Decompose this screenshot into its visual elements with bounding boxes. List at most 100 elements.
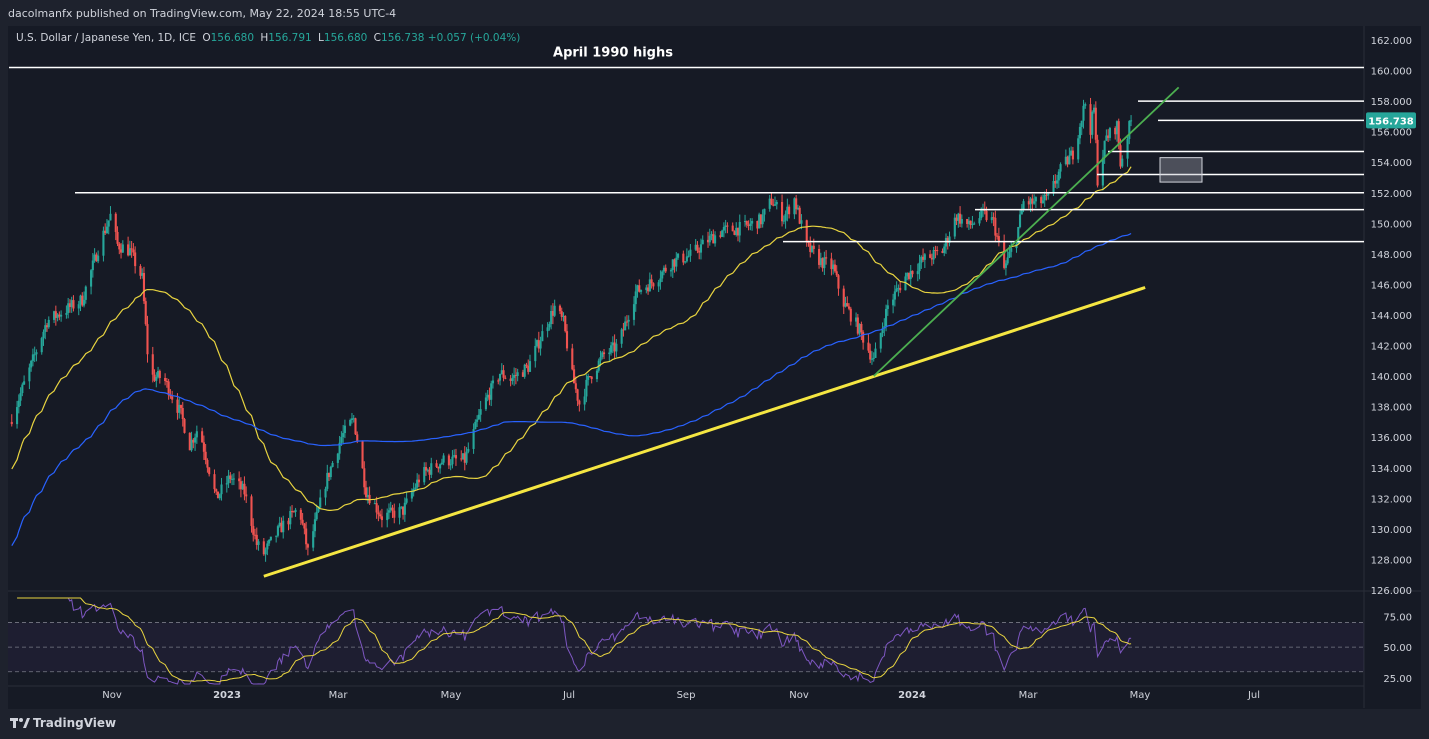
candle-body: [67, 303, 70, 314]
candle-body: [95, 254, 98, 262]
candle-body: [775, 201, 778, 205]
candle-body: [897, 287, 900, 289]
tradingview-logo[interactable]: TradingView: [10, 716, 116, 730]
candle-body: [301, 519, 304, 524]
candle-body: [955, 217, 958, 221]
candle-body: [229, 475, 232, 480]
candle-body: [585, 379, 588, 397]
candle-body: [188, 432, 191, 451]
candle-body: [280, 522, 283, 533]
candle-body: [306, 544, 309, 548]
candle-body: [202, 442, 205, 452]
candle-body: [701, 239, 704, 245]
candle-body: [745, 221, 748, 225]
candle-body: [119, 249, 123, 253]
candle-body: [537, 340, 540, 349]
candle-body: [1006, 257, 1009, 264]
candle-body: [599, 357, 602, 361]
time-tick-label: May: [1130, 690, 1151, 701]
last-price-tag: [1366, 112, 1416, 129]
candle-body: [289, 510, 292, 525]
chart-panel[interactable]: [8, 26, 1421, 709]
candle-body: [578, 400, 581, 405]
candle-body: [17, 400, 20, 408]
candle-body: [47, 319, 50, 328]
candle-body: [171, 396, 174, 400]
candle-body: [454, 455, 458, 459]
candle-body: [54, 311, 57, 318]
candle-body: [342, 433, 345, 438]
candle-body: [21, 384, 24, 394]
candle-body: [957, 213, 960, 221]
change-value: +0.057: [427, 32, 467, 44]
candle-body: [837, 275, 840, 289]
candle-body: [541, 331, 544, 342]
time-tick-label: Jul: [1247, 690, 1260, 701]
candle-body: [252, 525, 255, 535]
candle-body: [833, 264, 836, 272]
candle-body: [1094, 107, 1097, 140]
candle-body: [860, 324, 863, 333]
candle-body: [266, 543, 269, 550]
candle-body: [70, 300, 73, 307]
candle-body: [699, 244, 703, 253]
candle-body: [375, 503, 378, 513]
time-tick-label: 2024: [898, 690, 926, 701]
candle-body: [77, 304, 80, 309]
candle-body: [153, 374, 156, 381]
candle-body: [352, 418, 355, 420]
candle-body: [639, 290, 643, 292]
candle-body: [1082, 105, 1085, 121]
price-tick-label: 154.000: [1371, 158, 1412, 169]
candle-body: [800, 220, 803, 224]
candle-body: [602, 352, 606, 355]
candle-body: [1103, 140, 1106, 158]
candle-body: [772, 204, 775, 206]
candle-body: [282, 520, 285, 533]
candle-body: [650, 279, 653, 284]
candle-body: [620, 329, 623, 344]
candle-body: [588, 376, 591, 378]
candle-body: [465, 451, 468, 463]
candle-body: [810, 245, 814, 252]
candle-body: [151, 354, 154, 375]
candle-body: [428, 469, 431, 475]
candle-body: [410, 492, 413, 499]
candle-body: [736, 227, 740, 236]
candle-body: [751, 220, 754, 224]
candle-body: [525, 364, 528, 366]
candle-body: [1121, 158, 1124, 167]
candle-body: [132, 249, 135, 253]
candle-body: [56, 314, 59, 318]
candle-body: [610, 345, 613, 353]
candle-body: [227, 475, 230, 484]
candle-body: [546, 327, 549, 332]
candle-body: [689, 249, 692, 256]
candle-body: [990, 217, 993, 221]
candle-body: [1045, 194, 1048, 196]
candle-body: [30, 360, 33, 368]
candle-body: [918, 262, 921, 272]
candle-body: [377, 512, 380, 515]
candle-body: [426, 469, 429, 471]
candle-body: [694, 244, 697, 250]
candle-body: [84, 286, 87, 300]
candle-body: [424, 467, 428, 471]
candle-body: [220, 484, 223, 495]
candle-body: [835, 271, 838, 276]
candle-body: [354, 418, 357, 435]
price-tick-label: 140.000: [1371, 372, 1412, 383]
candle-body: [484, 397, 487, 410]
candle-body: [948, 236, 951, 243]
candle-body: [761, 214, 764, 225]
candle-body: [881, 328, 884, 334]
candle-body: [899, 287, 902, 291]
candle-body: [969, 220, 972, 225]
time-tick-label: Mar: [1019, 690, 1039, 701]
candle-body: [373, 503, 376, 505]
candle-body: [758, 214, 761, 229]
price-tick-label: 134.000: [1371, 464, 1412, 475]
candle-body: [661, 271, 664, 279]
candle-body: [305, 528, 308, 545]
